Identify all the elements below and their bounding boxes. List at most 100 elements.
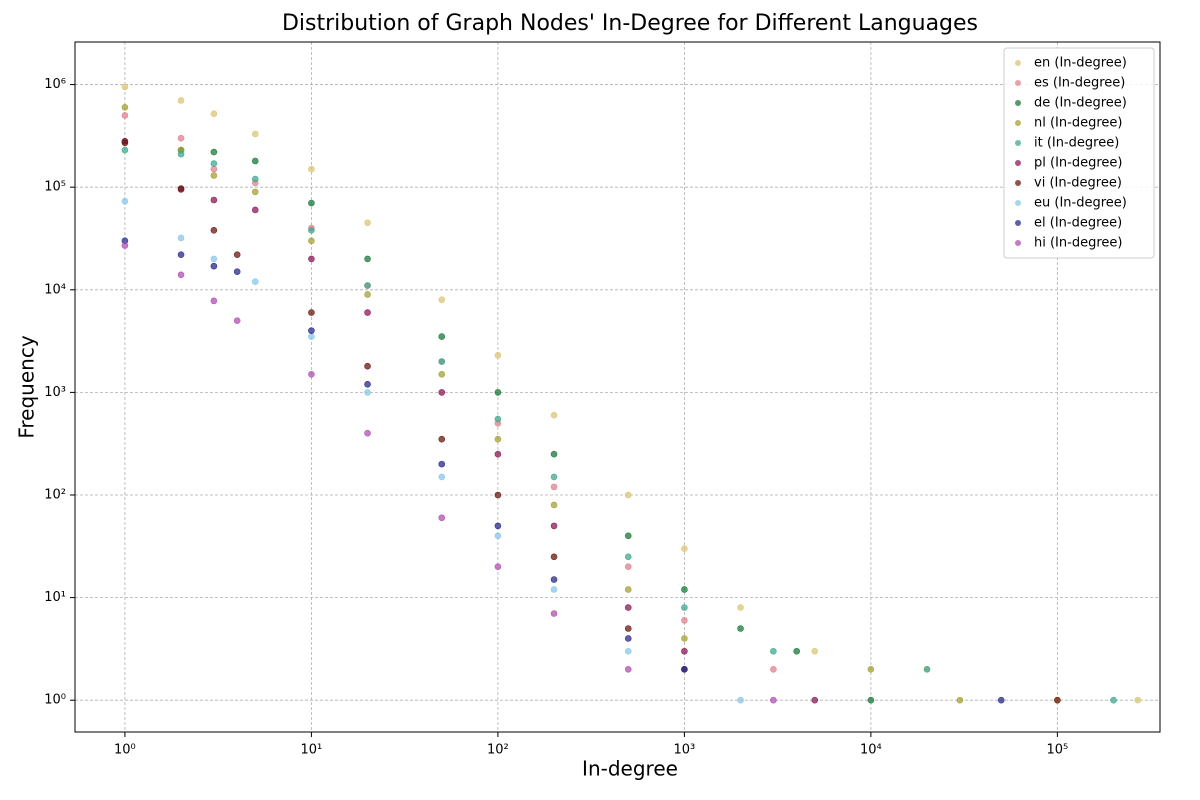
legend-marker <box>1015 220 1021 226</box>
point <box>550 450 558 458</box>
x-tick-label: 10² <box>487 743 509 758</box>
x-tick-label: 10³ <box>674 743 696 758</box>
plot-frame <box>74 41 1161 733</box>
point <box>811 696 819 704</box>
point <box>550 473 558 481</box>
point <box>737 625 744 632</box>
point <box>681 647 688 655</box>
point <box>494 532 502 540</box>
point <box>923 666 931 673</box>
point <box>233 268 241 276</box>
point <box>438 296 446 304</box>
point <box>793 647 800 655</box>
point <box>308 255 315 263</box>
legend-marker <box>1015 240 1021 246</box>
point <box>550 411 558 419</box>
point <box>681 666 688 673</box>
point <box>210 262 218 270</box>
legend-marker <box>1015 180 1021 186</box>
point <box>624 604 632 611</box>
point <box>210 110 218 118</box>
point <box>251 188 259 196</box>
x-tick-label: 10⁰ <box>114 743 136 758</box>
point <box>494 389 502 396</box>
point <box>308 327 315 334</box>
point <box>251 157 259 165</box>
point <box>177 234 185 242</box>
point <box>550 501 558 509</box>
point <box>364 362 371 370</box>
legend: en (In-degree) es (In-degree) de (In-degre… <box>1003 47 1155 259</box>
point <box>121 104 129 111</box>
legend-marker <box>1015 80 1021 86</box>
y-tick-label: 10² <box>44 488 66 503</box>
legend-label: vi (In-degree) <box>1034 176 1122 191</box>
legend-label: eu (In-degree) <box>1034 196 1127 211</box>
point <box>251 175 259 183</box>
point <box>308 199 315 207</box>
point <box>364 380 371 388</box>
point <box>681 617 688 624</box>
point <box>624 491 632 499</box>
point <box>438 435 446 443</box>
point <box>550 553 558 561</box>
point <box>177 251 185 258</box>
legend-label: hi (In-degree) <box>1034 236 1122 251</box>
point <box>494 351 502 359</box>
point <box>210 255 218 263</box>
point <box>681 545 688 552</box>
legend-box <box>1003 47 1155 259</box>
point <box>624 586 632 593</box>
point <box>364 291 371 298</box>
point <box>364 309 371 316</box>
x-axis-label: In-degree <box>582 757 678 781</box>
point <box>210 165 218 173</box>
point <box>121 112 129 119</box>
point <box>624 532 632 540</box>
point <box>177 134 185 142</box>
legend-label: nl (In-degree) <box>1034 116 1122 131</box>
point <box>308 371 315 378</box>
point <box>494 491 502 499</box>
point <box>624 635 632 642</box>
point <box>867 696 875 704</box>
point <box>550 522 558 530</box>
legend-marker <box>1015 60 1021 66</box>
point <box>737 696 744 704</box>
point <box>624 563 632 571</box>
point <box>997 696 1005 704</box>
point <box>438 358 446 365</box>
point <box>121 139 129 147</box>
legend-label: de (In-degree) <box>1034 96 1127 111</box>
point <box>438 460 446 468</box>
point <box>494 563 502 571</box>
point <box>624 647 632 655</box>
point <box>210 148 218 156</box>
y-tick-label: 10⁰ <box>44 693 66 708</box>
point <box>210 227 218 234</box>
point <box>737 604 744 611</box>
point <box>681 635 688 642</box>
point <box>308 237 315 245</box>
point <box>956 696 964 704</box>
point <box>233 251 241 258</box>
point <box>210 160 218 167</box>
point <box>177 271 185 279</box>
x-tick-label: 10⁴ <box>860 743 882 758</box>
point <box>438 333 446 340</box>
legend-label: it (In-degree) <box>1034 136 1119 151</box>
point <box>438 473 446 481</box>
point <box>1054 696 1061 704</box>
point <box>550 610 558 617</box>
point <box>624 666 632 673</box>
y-tick-label: 10⁴ <box>44 282 66 297</box>
chart-title: Distribution of Graph Nodes' In-Degree f… <box>282 11 978 36</box>
point <box>177 150 185 158</box>
point <box>494 450 502 458</box>
point <box>494 435 502 443</box>
point <box>364 389 371 396</box>
point <box>233 317 241 324</box>
legend-marker <box>1015 160 1021 166</box>
point <box>550 576 558 583</box>
point <box>681 604 688 611</box>
